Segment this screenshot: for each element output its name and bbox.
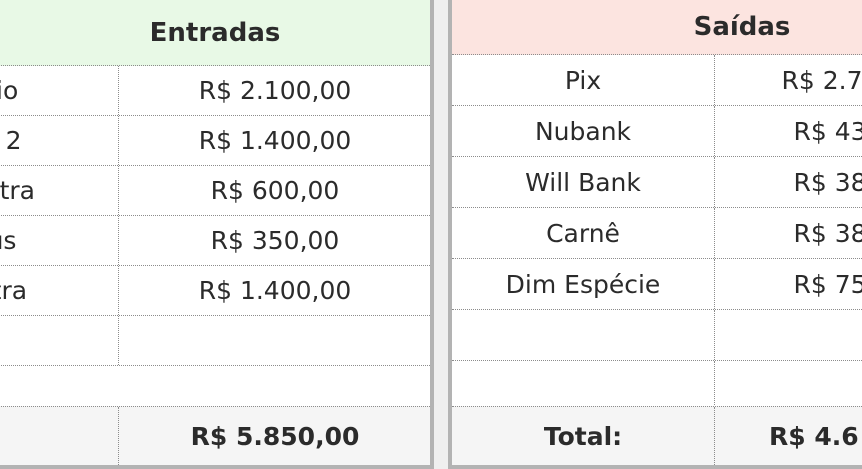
table-row: Carnê R$ 38 bbox=[452, 208, 862, 259]
panel-divider bbox=[434, 0, 448, 469]
saidas-value bbox=[714, 361, 862, 411]
saidas-label bbox=[452, 310, 714, 360]
entradas-label: rio bbox=[0, 76, 19, 105]
entradas-total-value: R$ 5.850,00 bbox=[118, 407, 430, 465]
saidas-value: R$ 2.74 bbox=[714, 55, 862, 105]
entradas-label bbox=[0, 316, 118, 365]
saidas-title: Saídas bbox=[693, 12, 791, 42]
saidas-label: Pix bbox=[564, 65, 602, 95]
entradas-total-row: l: R$ 5.850,00 bbox=[0, 406, 430, 465]
saidas-value: R$ 75 bbox=[714, 259, 862, 309]
saidas-label: Will Bank bbox=[525, 167, 641, 197]
saidas-label: Nubank bbox=[534, 116, 632, 146]
saidas-total-row: Total: R$ 4.6 bbox=[452, 406, 862, 465]
table-row: Pix R$ 2.74 bbox=[452, 55, 862, 106]
entradas-table: Entradas rio R$ 2.100,00 o 2 R$ 1.400,00… bbox=[0, 0, 434, 469]
entradas-label: xtra bbox=[0, 276, 28, 305]
table-row: Dim Espécie R$ 75 bbox=[452, 259, 862, 310]
entradas-total-label: l: bbox=[0, 407, 216, 465]
saidas-total-label: Total: bbox=[543, 421, 623, 451]
entradas-value: R$ 1.400,00 bbox=[118, 266, 430, 315]
entradas-label: Extra bbox=[0, 176, 35, 205]
saidas-header: Saídas bbox=[452, 0, 862, 55]
entradas-value: R$ 1.400,00 bbox=[118, 116, 430, 165]
saidas-label bbox=[452, 361, 714, 411]
saidas-value bbox=[714, 310, 862, 360]
table-row: xtra R$ 1.400,00 bbox=[0, 266, 430, 316]
saidas-total-value: R$ 4.6 bbox=[714, 407, 862, 465]
entradas-value bbox=[118, 316, 430, 365]
table-row bbox=[452, 361, 862, 412]
table-row: o 2 R$ 1.400,00 bbox=[0, 116, 430, 166]
entradas-title: Entradas bbox=[149, 17, 281, 48]
table-row: Will Bank R$ 38 bbox=[452, 157, 862, 208]
saidas-value: R$ 38 bbox=[714, 208, 862, 258]
table-row bbox=[452, 310, 862, 361]
entradas-value: R$ 2.100,00 bbox=[118, 66, 430, 115]
saidas-value: R$ 43 bbox=[714, 106, 862, 156]
entradas-header: Entradas bbox=[0, 0, 430, 66]
saidas-table: Saídas Pix R$ 2.74 Nubank R$ 43 Will Ban… bbox=[448, 0, 862, 469]
table-row bbox=[0, 316, 430, 366]
entradas-value: R$ 350,00 bbox=[118, 216, 430, 265]
table-row: us R$ 350,00 bbox=[0, 216, 430, 266]
entradas-value: R$ 600,00 bbox=[118, 166, 430, 215]
table-row: rio R$ 2.100,00 bbox=[0, 66, 430, 116]
saidas-label: Dim Espécie bbox=[505, 269, 661, 299]
saidas-value: R$ 38 bbox=[714, 157, 862, 207]
saidas-label: Carnê bbox=[546, 218, 620, 248]
entradas-label: us bbox=[0, 226, 17, 255]
table-row: Extra R$ 600,00 bbox=[0, 166, 430, 216]
entradas-label: o 2 bbox=[0, 126, 22, 155]
table-row: Nubank R$ 43 bbox=[452, 106, 862, 157]
